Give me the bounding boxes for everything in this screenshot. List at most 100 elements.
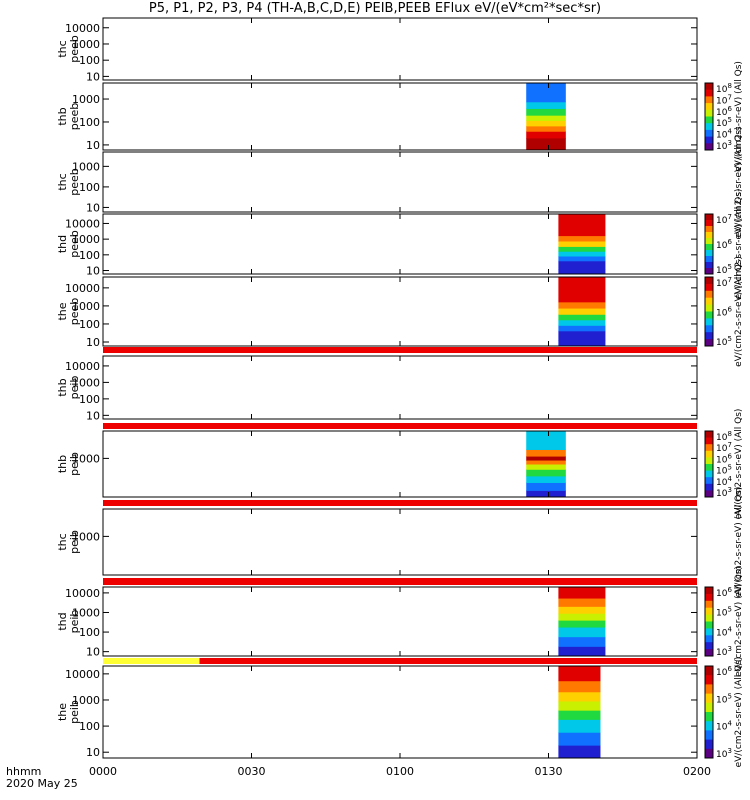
colorbar: 106 105 104 103: [704, 665, 732, 760]
y-tick-label: 1000: [72, 300, 100, 313]
colorbar-segment: [705, 339, 713, 347]
colorbar-segment: [705, 450, 713, 458]
spectrogram-band: [558, 710, 601, 720]
colorbar-segment: [705, 477, 713, 485]
spectrogram-band: [558, 700, 601, 711]
mode-bar-segment: [103, 423, 697, 429]
colorbar-segment: [705, 123, 713, 131]
x-tick-label: 0130: [535, 765, 563, 778]
y-tick-label: 100: [79, 249, 100, 262]
y-tick-label: 10000: [65, 360, 100, 373]
colorbar-segment: [705, 600, 713, 609]
colorbar-tick-label: 103: [716, 747, 732, 760]
mode-bar-segment: [103, 578, 697, 585]
colorbar-tick-label: 105: [716, 606, 732, 619]
colorbar-segment: [705, 649, 713, 657]
colorbar-label: eV/(cm2-s-sr-eV) (All Qs): [734, 127, 744, 238]
y-axis-label-probe: thd: [56, 235, 69, 253]
panel-6: 10 100 1000 10000 thb peib: [56, 355, 698, 422]
y-axis-label-product: peib: [68, 530, 81, 554]
colorbar-segment: [705, 464, 713, 471]
spectrogram-band: [558, 598, 606, 607]
spectrogram-band: [526, 125, 566, 132]
colorbar-segment: [705, 739, 713, 750]
colorbar-segment: [705, 250, 713, 257]
colorbar-label: eV/(cm2-s-sr-eV) (All Qs): [734, 657, 744, 768]
mode-bar-segment: [103, 658, 200, 664]
colorbar-segment: [705, 431, 713, 438]
y-tick-label: 10000: [65, 217, 100, 230]
spectrogram-band: [558, 301, 606, 309]
panel-4: 10 100 1000 10000 thd peeb 107 106 105 eV/(cm2-s-…: [56, 189, 744, 300]
colorbar-segment: [705, 325, 713, 333]
spectrogram-band: [526, 131, 566, 139]
y-tick-label: 1000: [72, 452, 100, 465]
y-axis-label-probe: thb: [56, 455, 69, 473]
colorbar-segment: [705, 607, 713, 615]
y-tick-label: 10000: [65, 22, 100, 35]
panel-frame: [102, 82, 698, 151]
colorbar-segment: [705, 730, 713, 740]
colorbar-segment: [705, 220, 713, 227]
spectrogram-band: [558, 587, 606, 599]
mode-bar-segment: [199, 658, 697, 664]
y-axis-label-product: peeb: [68, 168, 81, 196]
spectrogram-band: [526, 101, 566, 109]
colorbar-segment: [705, 483, 713, 491]
spectrogram-band: [558, 666, 601, 682]
colorbar-frame: [704, 586, 714, 657]
colorbar-segment: [705, 290, 713, 299]
y-axis-label-probe: thc: [56, 533, 69, 550]
spectrogram-band: [558, 732, 601, 746]
colorbar-frame: [704, 665, 714, 759]
spectrogram-band: [558, 319, 606, 326]
y-tick-label: 100: [79, 181, 100, 194]
y-axis-label-probe: thd: [56, 612, 69, 630]
y-tick-label: 1000: [72, 93, 100, 106]
spectrogram-band: [558, 269, 606, 275]
colorbar-segment: [705, 712, 713, 722]
colorbar-tick-label: 106: [716, 306, 732, 319]
spectrogram-band: [558, 627, 606, 638]
spectrogram-band: [558, 330, 606, 341]
spectrogram-band: [558, 613, 606, 621]
colorbar-label: eV/(cm2-s-sr-eV) (All Qs): [734, 189, 744, 300]
colorbar-segment: [705, 318, 713, 326]
colorbar-tick-label: 103: [716, 645, 732, 658]
panel-frame: [102, 17, 698, 81]
colorbar-label: eV/(cm2-s-sr-eV) (All Qs): [734, 566, 744, 677]
panel-frame: [102, 276, 698, 347]
colorbar-segment: [705, 721, 713, 731]
colorbar: 107 106 105: [704, 276, 732, 348]
colorbar-frame: [704, 82, 714, 151]
spectrogram-band: [526, 490, 566, 498]
panel-frame: [102, 355, 698, 420]
colorbar-segment: [705, 666, 713, 676]
colorbar-segment: [705, 675, 713, 685]
panel-1: 10 100 1000 10000 thc peeb: [56, 17, 698, 83]
y-tick-label: 1000: [72, 606, 100, 619]
colorbar-segment: [705, 89, 713, 97]
spectrogram-band: [526, 464, 566, 470]
colorbar-segment: [705, 304, 713, 312]
spectrogram-band: [558, 214, 606, 237]
y-tick-label: 1000: [72, 38, 100, 51]
y-tick-label: 10000: [65, 668, 100, 681]
panel-frame: [102, 213, 698, 275]
colorbar-label: eV/(cm2-s-sr-eV) (All Qs): [734, 256, 744, 367]
colorbar-frame: [704, 430, 714, 498]
y-tick-label: 100: [79, 54, 100, 67]
colorbar-tick-label: 106: [716, 238, 732, 251]
y-tick-label: 1000: [72, 233, 100, 246]
colorbar-segment: [705, 587, 713, 595]
spectrogram-band: [558, 260, 606, 270]
panel-10: 10 100 1000 10000 the peib 106 105 104 103 eV/(cm2…: [56, 657, 744, 768]
spectrogram-band: [558, 256, 606, 262]
colorbar-tick-label: 104: [716, 625, 732, 638]
y-tick-label: 100: [79, 318, 100, 331]
y-tick-label: 10: [86, 746, 100, 759]
colorbar-segment: [705, 444, 713, 452]
colorbar-segment: [705, 96, 713, 104]
colorbar-segment: [705, 103, 713, 111]
